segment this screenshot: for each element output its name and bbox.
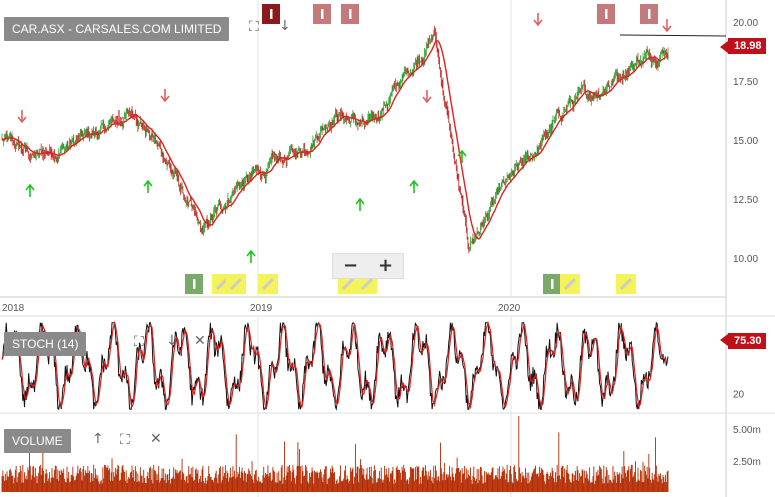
expand-icon[interactable]: ⛶: [249, 19, 259, 35]
sell-signal-arrow-icon: [422, 90, 432, 104]
zoom-controls: − +: [332, 253, 404, 279]
event-badge-glyph: [349, 9, 352, 19]
price-axis-tick-label: 12.50: [733, 195, 758, 206]
pencil-icon: [619, 277, 633, 291]
last-price-pointer: [720, 41, 728, 53]
time-axis-tick-label: 2018: [2, 303, 25, 314]
stoch-d-line: [1, 320, 669, 410]
price-axis-tick-label: 20.00: [733, 18, 758, 29]
sell-signal-arrow-icon: [160, 89, 170, 103]
stoch-down-arrow-icon[interactable]: ↓: [166, 333, 178, 349]
price-axis-tick-label: 10.00: [733, 254, 758, 265]
sell-signal-arrow-icon: [533, 13, 543, 27]
main-panel-title[interactable]: CAR.ASX - CARSALES.COM LIMITED: [4, 17, 230, 41]
volume-axis-tick-label: 2.50m: [733, 457, 761, 468]
price-axis-tick-label: 15.00: [733, 136, 758, 147]
stoch-close-icon[interactable]: ✕: [194, 333, 206, 349]
volume-expand-icon[interactable]: ⛶: [120, 432, 130, 448]
buy-signal-arrow-icon: [457, 149, 467, 163]
moving-average-line: [1, 39, 669, 240]
pencil-icon: [360, 277, 374, 291]
pencil-icon: [261, 277, 275, 291]
price-axis-tick-label: 17.50: [733, 77, 758, 88]
event-badge-glyph: [321, 9, 324, 19]
last-price-line: [619, 34, 727, 37]
buy-signal-arrow-icon: [355, 197, 365, 211]
time-axis-tick-label: 2020: [498, 303, 521, 314]
volume-axis-tick-label: 5.00m: [733, 425, 761, 436]
zoom-in-button[interactable]: +: [377, 255, 394, 276]
buy-signal-arrow-icon: [246, 249, 256, 263]
stoch-k-line: [1, 321, 669, 411]
volume-up-arrow-icon[interactable]: ↑: [92, 431, 104, 447]
pencil-icon: [341, 277, 355, 291]
buy-signal-arrow-icon: [25, 183, 35, 197]
pencil-icon: [229, 277, 243, 291]
event-badge-glyph: [648, 9, 651, 19]
volume-close-icon[interactable]: ✕: [150, 431, 162, 447]
stoch-axis-tick-label: 20: [733, 390, 745, 401]
event-badge-glyph: [270, 9, 273, 19]
sell-signal-arrow-icon: [114, 110, 124, 124]
event-badge-glyph: [605, 9, 608, 19]
dividend-badge-glyph: [193, 279, 196, 289]
stoch-panel-title[interactable]: STOCH (14): [4, 332, 87, 356]
stoch-last-value-tag: 75.30: [728, 333, 766, 349]
buy-signal-arrow-icon: [409, 179, 419, 193]
down-arrow-icon[interactable]: ↓: [279, 18, 291, 34]
volume-panel-title[interactable]: VOLUME: [4, 429, 71, 453]
pencil-icon: [563, 277, 577, 291]
stoch-value-pointer: [720, 334, 728, 346]
pencil-icon: [215, 277, 229, 291]
sell-signal-arrow-icon: [17, 110, 27, 124]
stoch-expand-icon[interactable]: ⛶: [134, 334, 144, 350]
sell-signal-arrow-icon: [662, 19, 672, 33]
zoom-out-button[interactable]: −: [342, 255, 359, 276]
time-axis-tick-label: 2019: [250, 303, 273, 314]
last-price-tag: 18.98: [728, 38, 766, 54]
buy-signal-arrow-icon: [143, 179, 153, 193]
dividend-badge-glyph: [551, 279, 554, 289]
